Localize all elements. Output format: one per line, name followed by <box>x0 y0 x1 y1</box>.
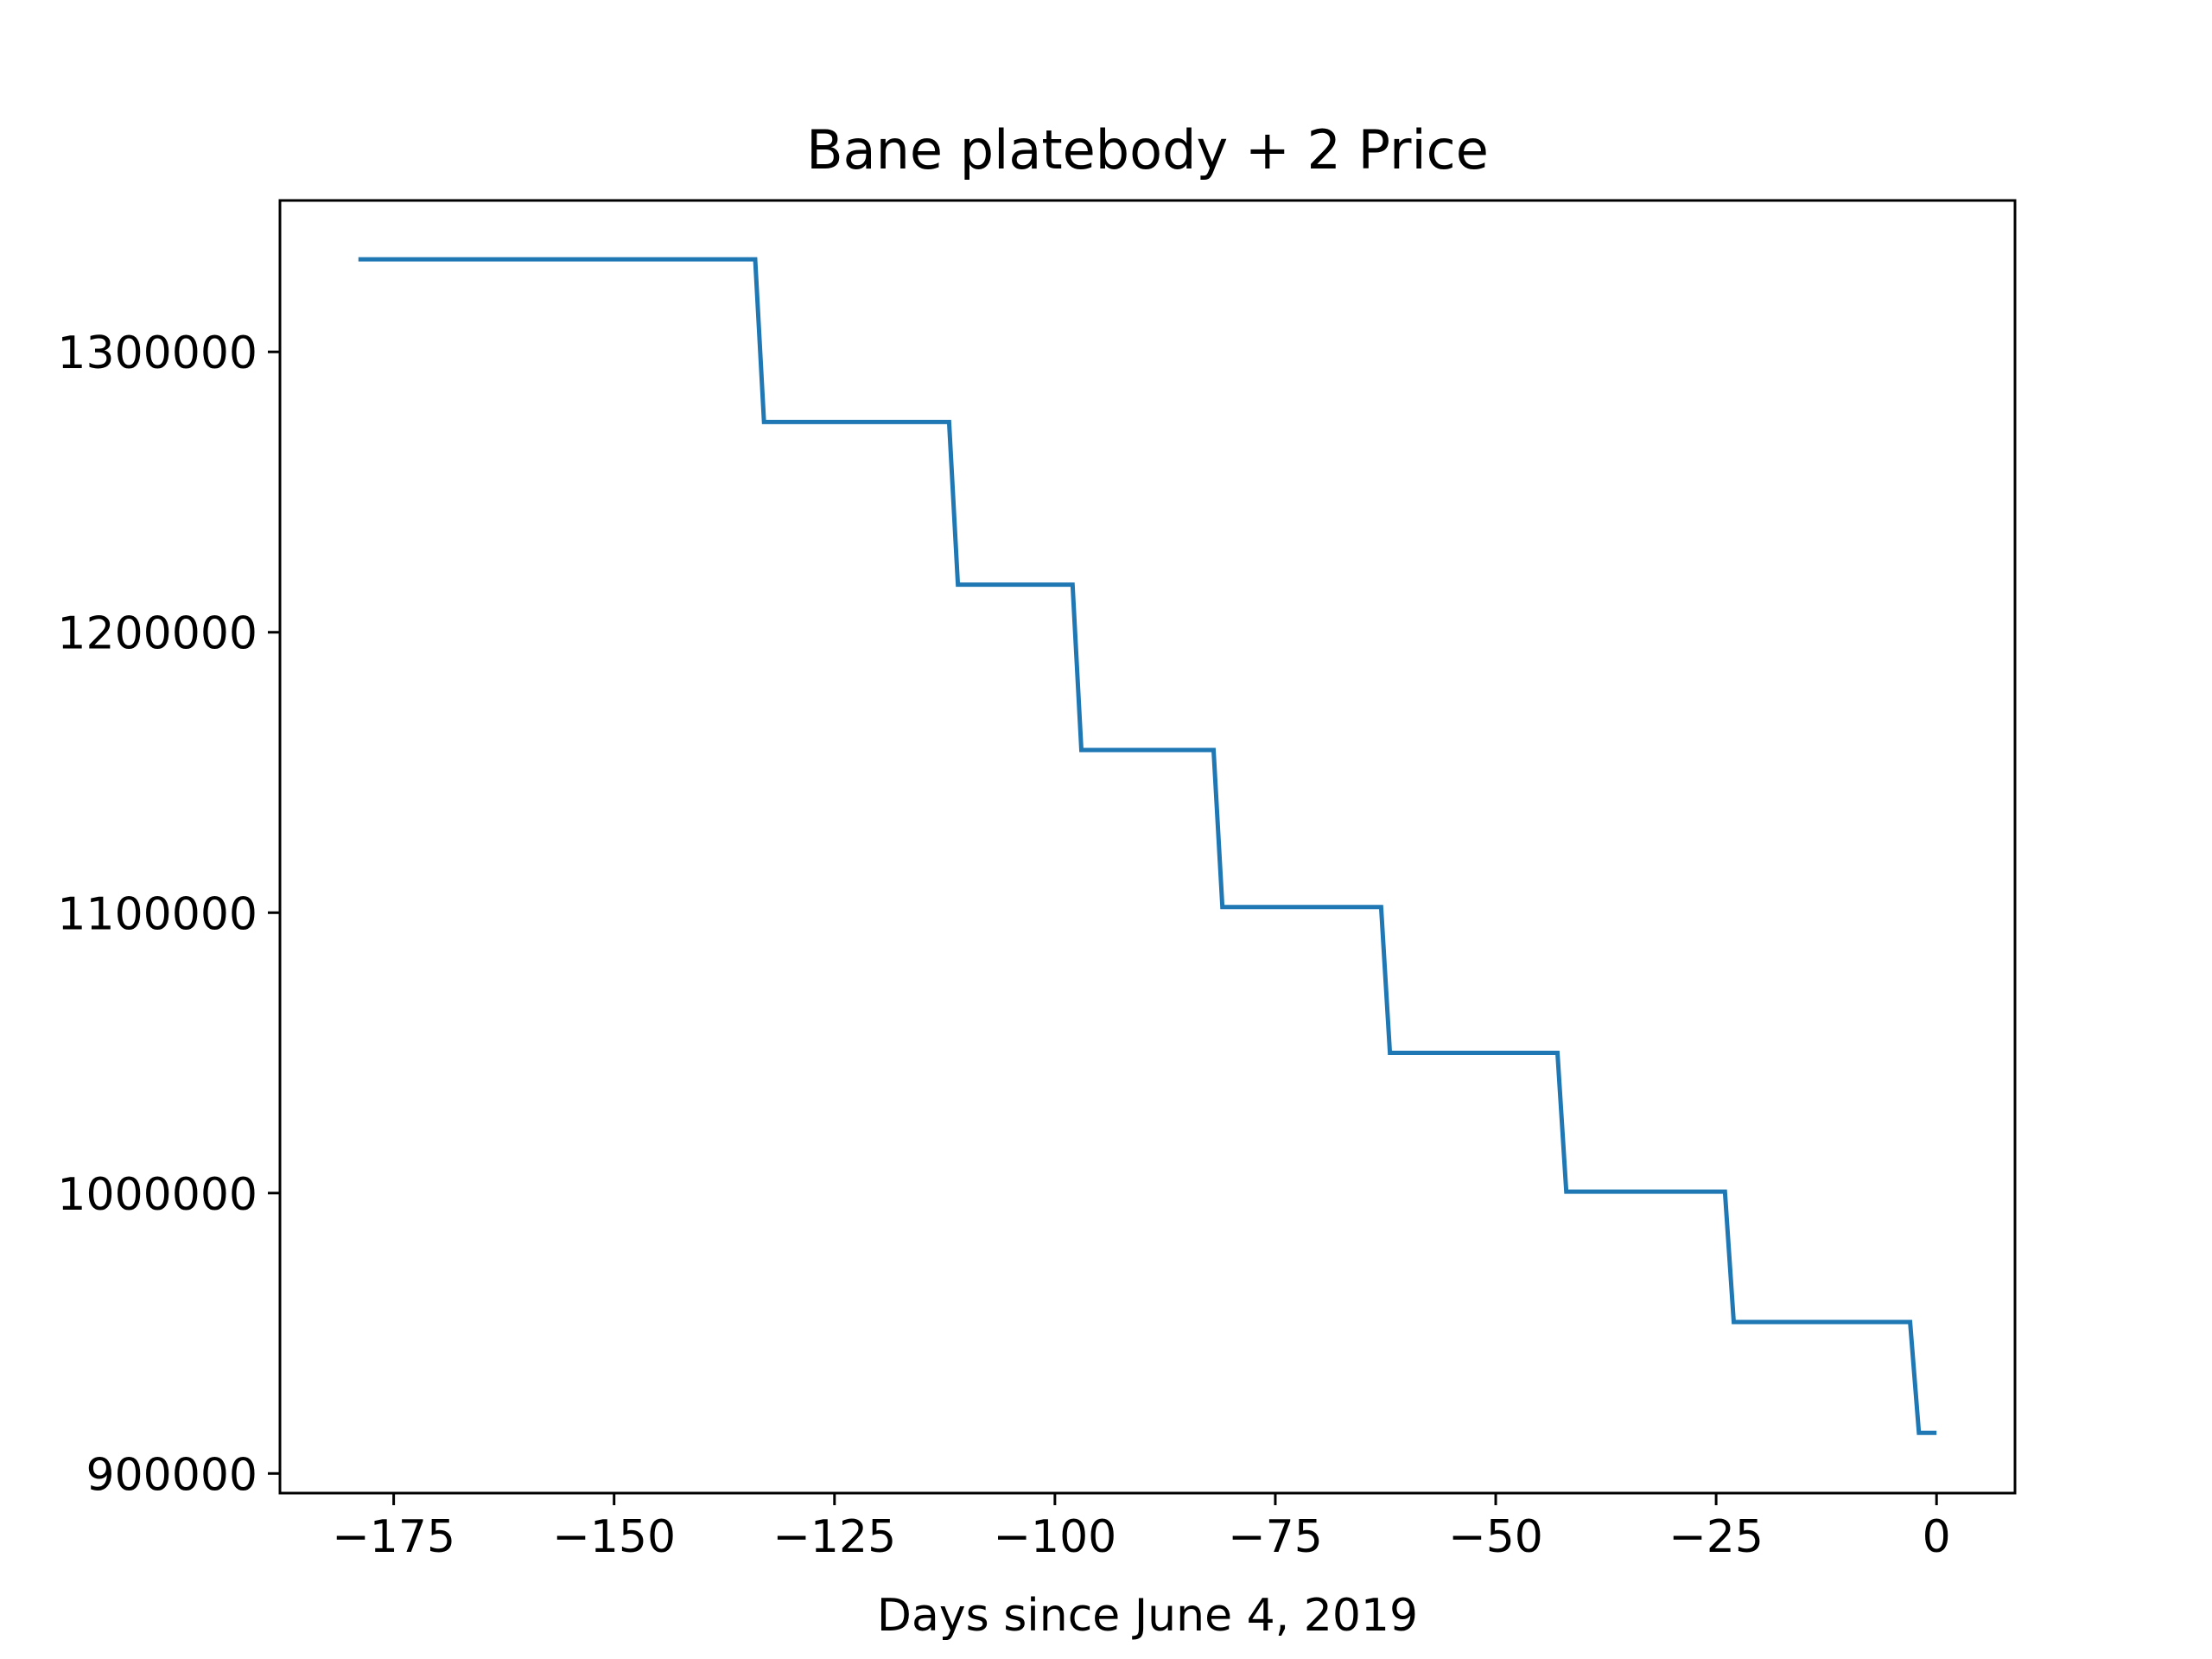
x-tick-label: −100 <box>993 1511 1116 1563</box>
chart-title: Bane platebody + 2 Price <box>806 118 1489 181</box>
plot-frame <box>278 199 2017 1495</box>
x-tick-label: −125 <box>772 1511 896 1563</box>
y-tick-label: 1200000 <box>57 608 257 660</box>
x-tick-label: −75 <box>1228 1511 1323 1563</box>
price-series-line <box>358 257 1937 1435</box>
x-tick-label: −150 <box>552 1511 676 1563</box>
x-axis: −175 −150 −125 −100 −75 −50 −25 0 <box>332 1493 1951 1563</box>
y-tick-label: 1000000 <box>57 1169 257 1221</box>
x-tick-label: 0 <box>1923 1511 1951 1563</box>
x-tick-label: −25 <box>1669 1511 1764 1563</box>
series-layer <box>358 257 1937 1435</box>
x-axis-label: Days since June 4, 2019 <box>877 1590 1418 1642</box>
y-axis: 900000 1000000 1100000 1200000 1300000 <box>57 327 280 1501</box>
x-tick-label: −50 <box>1448 1511 1543 1563</box>
x-tick-label: −175 <box>332 1511 455 1563</box>
y-tick-label: 900000 <box>86 1449 257 1501</box>
y-tick-label: 1300000 <box>57 327 257 379</box>
y-tick-label: 1100000 <box>57 888 257 940</box>
